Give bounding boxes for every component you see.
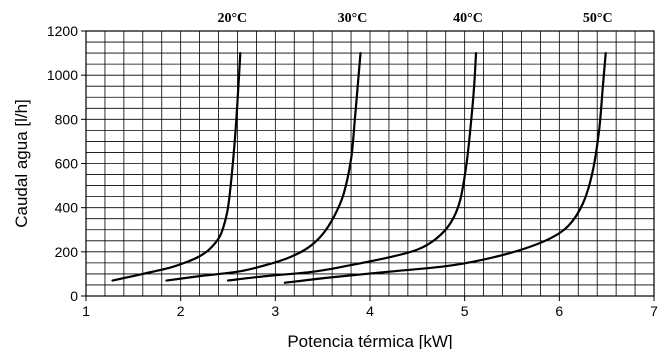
series-line-1 xyxy=(111,51,242,282)
label-layer: 20°C 30°C 40°C 50°C xyxy=(217,11,612,26)
y-tick-label: 1200 xyxy=(47,23,78,39)
tick-layer: 1 2 3 4 5 6 7 0 200 400 600 800 1000 1200 xyxy=(47,23,658,319)
series-label-4: 50°C xyxy=(583,11,613,26)
y-axis-title: Caudal agua [l/h] xyxy=(12,99,31,228)
series-line-3 xyxy=(226,51,478,282)
x-tick-label: 2 xyxy=(177,303,185,319)
y-tick-label: 800 xyxy=(55,111,79,127)
x-tick-label: 6 xyxy=(555,303,563,319)
y-tick-label: 1000 xyxy=(47,67,78,83)
x-tick-label: 7 xyxy=(650,303,658,319)
series-line-2 xyxy=(165,51,362,282)
y-tick-label: 200 xyxy=(55,244,79,260)
x-tick-label: 3 xyxy=(271,303,279,319)
y-tick-label: 0 xyxy=(70,288,78,304)
series-label-3: 40°C xyxy=(453,11,483,26)
series-layer xyxy=(111,51,607,284)
x-tick-label: 4 xyxy=(366,303,374,319)
series-label-2: 30°C xyxy=(338,11,368,26)
series-line-4 xyxy=(283,51,607,284)
x-tick-label: 1 xyxy=(82,303,90,319)
y-tick-label: 400 xyxy=(55,200,79,216)
grid-layer xyxy=(85,30,655,297)
x-tick-label: 5 xyxy=(461,303,469,319)
series-label-1: 20°C xyxy=(217,11,247,26)
y-tick-label: 600 xyxy=(55,156,79,172)
x-axis-title: Potencia térmica [kW] xyxy=(287,332,452,349)
